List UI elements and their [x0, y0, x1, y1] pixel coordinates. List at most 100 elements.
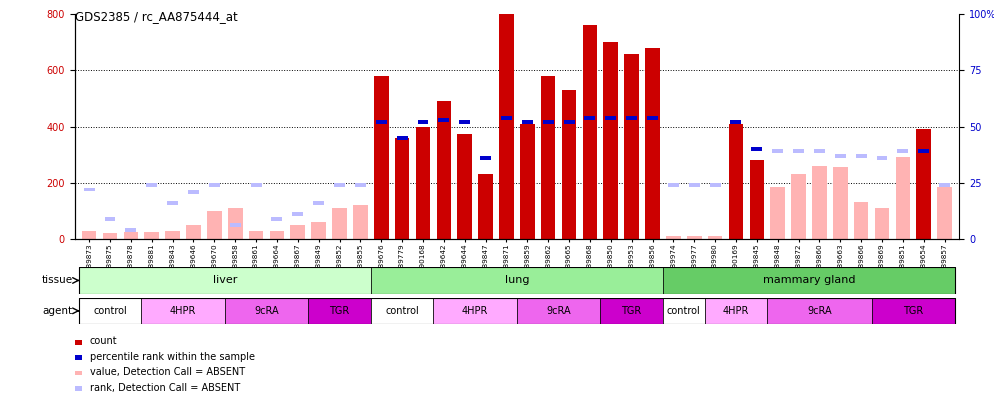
Text: 9cRA: 9cRA	[807, 306, 832, 316]
Bar	[872, 298, 955, 324]
Bar	[415, 126, 430, 239]
Bar	[791, 174, 806, 239]
Bar	[290, 225, 305, 239]
Text: lung: lung	[505, 275, 529, 286]
Bar	[812, 166, 827, 239]
Text: control: control	[93, 306, 127, 316]
Bar	[371, 298, 433, 324]
Bar	[165, 230, 180, 239]
Bar	[543, 120, 554, 124]
Bar	[228, 208, 243, 239]
Bar	[146, 183, 157, 187]
Text: tissue: tissue	[42, 275, 73, 286]
Bar	[562, 90, 577, 239]
Bar	[663, 267, 955, 294]
Bar	[308, 298, 371, 324]
Bar	[371, 267, 663, 294]
Bar	[332, 208, 347, 239]
Bar	[355, 183, 366, 187]
Bar	[313, 201, 324, 205]
Bar	[225, 298, 308, 324]
Bar	[102, 233, 117, 239]
Bar	[898, 149, 909, 153]
Bar	[896, 158, 911, 239]
Text: 4HPR: 4HPR	[170, 306, 196, 316]
Bar	[480, 156, 491, 160]
Bar	[877, 156, 888, 160]
Text: count: count	[89, 337, 117, 346]
Bar	[582, 26, 597, 239]
Text: percentile rank within the sample: percentile rank within the sample	[89, 352, 254, 362]
Bar	[83, 188, 94, 192]
Bar	[79, 298, 141, 324]
Bar	[541, 76, 556, 239]
Bar	[457, 134, 472, 239]
Bar	[833, 167, 848, 239]
Bar	[666, 236, 681, 239]
Bar	[520, 124, 535, 239]
Text: 9cRA: 9cRA	[547, 306, 571, 316]
Bar	[626, 115, 637, 119]
Bar	[937, 187, 952, 239]
Bar	[603, 42, 618, 239]
Bar	[478, 174, 493, 239]
Bar	[856, 154, 867, 158]
Bar	[311, 222, 326, 239]
Text: TGR: TGR	[621, 306, 642, 316]
Bar	[793, 149, 804, 153]
Bar	[645, 48, 660, 239]
Bar	[123, 232, 138, 239]
Bar	[269, 230, 284, 239]
Bar	[374, 76, 389, 239]
Bar	[141, 298, 225, 324]
Bar	[814, 149, 825, 153]
Bar	[647, 115, 658, 119]
Bar	[417, 120, 428, 124]
Bar	[770, 187, 785, 239]
Text: TGR: TGR	[904, 306, 923, 316]
Bar	[916, 129, 931, 239]
Bar	[751, 147, 762, 151]
Bar	[186, 225, 201, 239]
Bar	[749, 160, 764, 239]
Bar	[499, 14, 514, 239]
Bar	[708, 236, 723, 239]
Bar	[854, 202, 869, 239]
Text: control: control	[386, 306, 419, 316]
Bar	[334, 183, 345, 187]
Bar	[436, 101, 451, 239]
Bar	[564, 120, 575, 124]
Bar	[207, 211, 222, 239]
Bar	[125, 228, 136, 232]
Bar	[517, 298, 600, 324]
Bar	[668, 183, 679, 187]
Bar	[248, 230, 263, 239]
Bar	[271, 217, 282, 221]
Bar	[250, 183, 261, 187]
Text: value, Detection Call = ABSENT: value, Detection Call = ABSENT	[89, 367, 245, 377]
Bar	[918, 149, 929, 153]
Bar	[438, 118, 449, 122]
Bar	[710, 183, 721, 187]
Text: agent: agent	[43, 306, 73, 316]
Bar	[292, 212, 303, 216]
Bar	[353, 205, 368, 239]
Bar	[835, 154, 846, 158]
Bar	[663, 298, 705, 324]
Text: 9cRA: 9cRA	[254, 306, 279, 316]
Bar	[689, 183, 700, 187]
Bar	[167, 201, 178, 205]
Text: GDS2385 / rc_AA875444_at: GDS2385 / rc_AA875444_at	[75, 10, 238, 23]
Bar	[772, 149, 783, 153]
Text: 4HPR: 4HPR	[462, 306, 488, 316]
Bar	[939, 183, 950, 187]
Bar	[705, 298, 767, 324]
Bar	[584, 115, 595, 119]
Bar	[767, 298, 872, 324]
Bar	[501, 115, 512, 119]
Bar	[209, 183, 220, 187]
Bar	[433, 298, 517, 324]
Bar	[230, 224, 241, 228]
Text: rank, Detection Call = ABSENT: rank, Detection Call = ABSENT	[89, 383, 240, 392]
Bar	[729, 124, 744, 239]
